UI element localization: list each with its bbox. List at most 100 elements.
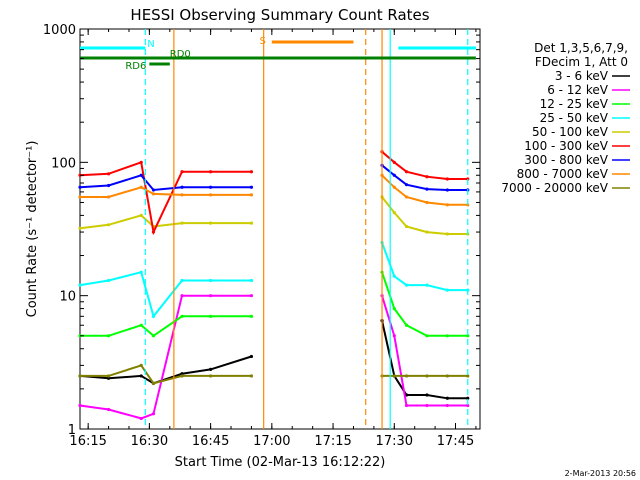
data-point [106,334,111,338]
data-point [445,203,449,207]
data-point [425,187,429,191]
data-point [404,403,409,408]
data-point [466,374,470,378]
annotation-label: RD6 [125,61,146,72]
y-axis-label: Count Rate (s⁻¹ detector⁻¹) [25,141,40,318]
data-point [151,192,156,196]
data-point [78,374,82,378]
data-point [392,160,396,164]
data-point [209,367,213,371]
data-point [139,173,143,177]
data-point [180,374,184,378]
data-point [249,278,254,283]
legend-label: 300 - 800 keV [524,153,608,167]
data-point [425,393,429,397]
data-point [139,363,143,367]
series-line [80,271,468,338]
x-axis: 16:15 16:30 16:45 17:00 17:15 17:30 17:45 [69,29,477,449]
data-point [466,334,470,338]
data-point [180,170,184,174]
data-point [249,354,254,359]
data-point [106,195,111,199]
data-point [404,374,409,378]
data-point [445,374,449,378]
series-line [79,320,468,400]
x-tick-label: 17:45 [437,434,474,449]
data-point [151,188,156,192]
data-point [249,185,254,189]
data-point [180,221,184,225]
legend-label: 3 - 6 keV [555,69,609,83]
data-point [78,185,82,189]
data-point [209,185,213,189]
data-point [392,374,396,378]
legend-label: 6 - 12 keV [547,83,609,97]
data-point [392,185,396,189]
annotation-label: RD0 [170,49,191,60]
legend-label: 800 - 7000 keV [517,167,609,181]
data-point [78,226,82,230]
data-point [249,170,254,174]
data-point [139,323,143,327]
data-point [445,334,449,338]
x-tick-label: 17:15 [314,434,351,449]
data-point [445,188,449,192]
data-point [445,288,449,292]
x-tick-label: 17:00 [253,434,290,449]
y-tick-label: 10 [59,290,76,305]
data-point [425,403,429,408]
legend-label: 100 - 300 keV [524,139,608,153]
data-point [392,274,396,278]
data-point [404,195,409,199]
data-point [404,224,409,229]
series-line [80,174,468,206]
generation-timestamp: 2-Mar-2013 20:56 [565,469,636,478]
y-tick-label: 1 [68,423,76,438]
data-point [404,170,409,174]
data-point [392,334,396,338]
data-point [139,213,143,217]
series-line [79,294,468,420]
data-point [180,314,184,318]
data-point [445,403,449,408]
y-tick-label: 100 [51,156,76,171]
data-point [151,412,156,416]
data-point [425,334,429,338]
legend-label: 50 - 100 keV [532,125,609,139]
data-point [249,314,254,318]
data-point [106,278,111,283]
data-point [209,314,213,318]
data-point [249,374,254,378]
data-point [425,230,429,234]
data-point [139,416,143,421]
data-point [209,278,213,283]
x-tick-label: 16:45 [192,434,229,449]
data-point [106,407,111,412]
x-tick-label: 16:15 [69,434,106,449]
legend: Det 1,3,5,6,7,9, FDecim 1, Att 0 3 - 6 k… [501,41,630,195]
data-point [209,193,213,197]
data-point [139,374,143,378]
data-point [151,334,156,338]
data-point [425,374,429,378]
data-point [404,323,409,327]
legend-label: 12 - 25 keV [540,97,609,111]
data-point [249,193,254,197]
data-point [151,230,156,234]
legend-header-line-2: FDecim 1, Att 0 [535,55,628,69]
data-point [139,185,143,189]
series-line [79,151,468,236]
data-point [392,210,396,215]
data-point [209,294,213,298]
legend-label: 7000 - 20000 keV [501,181,608,195]
data-point [151,381,156,385]
data-point [180,372,184,376]
annotation-layer: N RD0 RD6 S [80,36,476,72]
data-point [466,177,470,181]
annotation-label: N [147,39,154,50]
legend-label: 25 - 50 keV [540,111,609,125]
data-point [249,221,254,225]
series-line [79,242,468,319]
data-point [180,185,184,189]
